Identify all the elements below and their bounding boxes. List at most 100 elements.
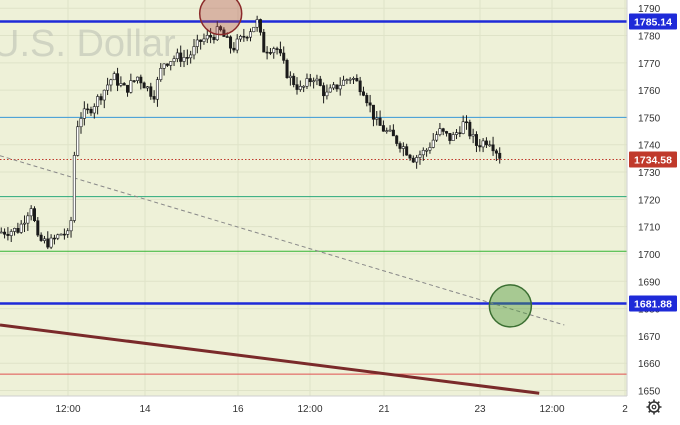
candle-body [19, 223, 23, 233]
candle-body [179, 52, 183, 62]
candle-body [39, 234, 43, 241]
price-label-box [629, 295, 677, 312]
candle-body [126, 84, 130, 93]
candle-body [116, 73, 120, 86]
candle-body [308, 78, 312, 83]
candle-body [96, 96, 100, 107]
candle-body [445, 131, 449, 134]
y-tick-label: 1660 [638, 359, 661, 370]
candle-body [448, 132, 452, 141]
candle-body [455, 132, 459, 135]
x-tick-label: 12:00 [55, 404, 80, 415]
y-tick-label: 1690 [638, 277, 661, 288]
candle-body [56, 234, 60, 239]
y-axis-panel [627, 0, 680, 420]
candle-body [361, 91, 365, 96]
candle-body [338, 84, 342, 90]
candle-body [59, 233, 63, 236]
candle-body [295, 84, 299, 90]
candle-body [212, 36, 216, 41]
candle-body [99, 96, 103, 101]
candle-body [225, 36, 229, 38]
candle-body [219, 26, 223, 31]
candle-body [381, 125, 385, 132]
candle-body [425, 149, 429, 152]
candle-body [388, 129, 392, 132]
candle-body [132, 80, 136, 82]
candle-body [288, 75, 292, 78]
candle-body [172, 58, 176, 62]
candle-body [239, 35, 243, 40]
x-axis-ticks: 12:00 14 16 12:00 21 23 12:00 2 [55, 404, 628, 415]
candle-body [441, 128, 445, 132]
price-label-text: 1734.58 [634, 155, 672, 167]
candle-body [86, 108, 90, 111]
candle-body [385, 130, 389, 132]
candle-body [175, 52, 179, 59]
candle-body [62, 233, 66, 236]
candle-body [23, 222, 27, 225]
candle-body [89, 109, 93, 114]
trendline [0, 323, 540, 395]
candle-body [32, 208, 36, 222]
target-marker [488, 284, 533, 328]
candle-body [9, 231, 13, 236]
price-label-text: 1681.88 [634, 298, 672, 310]
resistance-marker [198, 0, 243, 36]
candle-body [185, 57, 189, 59]
trendline [0, 155, 565, 326]
candle-body [152, 96, 156, 100]
candle-body [265, 51, 269, 54]
candle-body [258, 19, 262, 33]
price-candles [0, 15, 502, 250]
y-tick-label: 1700 [638, 250, 661, 261]
candle-body [468, 121, 472, 137]
y-tick-label: 1790 [638, 4, 661, 15]
candle-body [481, 140, 485, 148]
candle-body [145, 86, 149, 89]
plot-background [0, 0, 627, 396]
price-label-text: 1785.14 [634, 16, 672, 28]
candle-body [378, 117, 382, 126]
candle-body [315, 78, 319, 82]
candle-body [0, 231, 3, 234]
candle-body [119, 83, 123, 86]
candle-body [122, 83, 126, 86]
candle-body [335, 84, 339, 90]
candle-body [3, 231, 7, 235]
candle-body [205, 35, 209, 40]
candle-body [484, 140, 488, 146]
candle-body [215, 26, 219, 41]
y-tick-label: 1730 [638, 168, 661, 179]
candle-body [275, 48, 279, 50]
candle-body [302, 85, 306, 88]
gear-icon-teeth [646, 399, 662, 415]
y-tick-label: 1750 [638, 113, 661, 124]
candle-body [328, 87, 332, 93]
candle-body [358, 80, 362, 93]
candle-body [6, 233, 10, 236]
candle-body [149, 86, 153, 97]
candle-body [199, 39, 203, 42]
settings-button[interactable] [646, 399, 662, 415]
x-tick-label: 12:00 [539, 404, 564, 415]
price-label-box [629, 13, 677, 30]
candle-body [195, 39, 199, 47]
candle-body [109, 79, 113, 86]
y-tick-label: 1650 [638, 387, 661, 398]
candle-body [322, 85, 326, 97]
horizontal-levels [0, 20, 627, 375]
candle-body [474, 134, 478, 146]
candle-body [401, 146, 405, 149]
candle-body [235, 38, 239, 51]
candle-body [411, 157, 415, 163]
candle-body [272, 48, 276, 54]
candle-body [159, 68, 163, 80]
x-tick-label: 2 [622, 404, 628, 415]
price-labels: 1785.14 1734.58 1681.88 [629, 13, 677, 312]
candle-body [26, 215, 30, 224]
candle-body [488, 144, 492, 147]
candle-body [252, 26, 256, 33]
